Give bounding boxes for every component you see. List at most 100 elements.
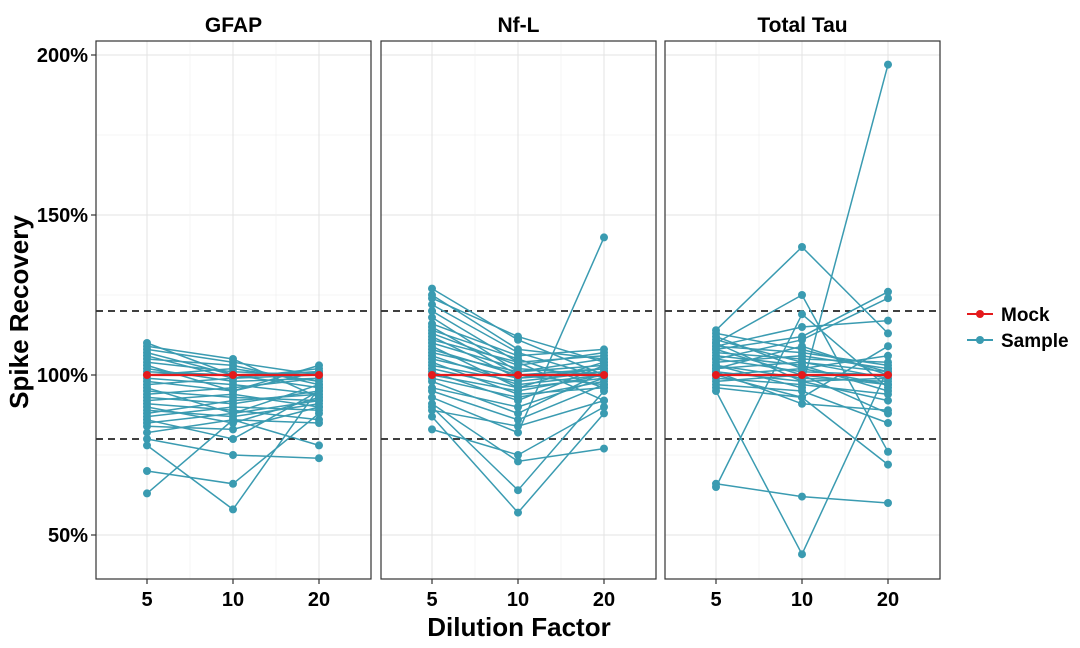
sample-point [514, 486, 522, 495]
sample-point [143, 435, 151, 443]
sample-point [712, 345, 720, 354]
sample-point [315, 454, 323, 463]
sample-point [514, 345, 522, 354]
mock-point [428, 371, 436, 379]
sample-point [798, 291, 806, 299]
sample-point [514, 396, 522, 405]
sample-point [315, 403, 323, 411]
sample-point [798, 358, 806, 367]
series-layer [143, 60, 892, 559]
sample-point [143, 467, 151, 475]
sample-point [229, 399, 237, 408]
sample-point [428, 291, 436, 299]
sample-point [229, 409, 237, 418]
sample-point [884, 351, 892, 360]
axes: 5 10 20 5 10 20 5 10 20 50% 100% 150% 200% [37, 45, 899, 611]
sample-point [884, 294, 892, 303]
mock-point [315, 371, 323, 379]
sample-point [884, 447, 892, 456]
legend-key-point [976, 336, 984, 344]
x-tick-label: 20 [877, 589, 899, 611]
x-tick-label: 10 [791, 589, 813, 611]
sample-point [884, 342, 892, 351]
sample-point [712, 479, 720, 488]
sample-point [229, 419, 237, 427]
sample-point [229, 425, 237, 434]
panel-title: Nf-L [498, 14, 540, 37]
sample-point [884, 316, 892, 325]
sample-point [798, 377, 806, 386]
sample-point [798, 335, 806, 344]
sample-point [884, 380, 892, 389]
sample-point [428, 393, 436, 402]
mock-point [712, 371, 720, 379]
sample-point [712, 355, 720, 363]
sample-point [798, 243, 806, 251]
sample-point [600, 383, 608, 392]
mock-point [143, 371, 151, 379]
sample-point [798, 492, 806, 501]
sample-point [514, 451, 522, 459]
sample-point [428, 425, 436, 434]
sample-point [884, 60, 892, 69]
sample-point [712, 326, 720, 335]
sample-point [798, 310, 806, 319]
sample-point [514, 383, 522, 392]
sample-point [315, 415, 323, 424]
mock-point [884, 371, 892, 379]
sample-point [600, 444, 608, 453]
sample-point [229, 355, 237, 363]
sample-point [514, 390, 522, 399]
legend: Mock Sample [967, 305, 1069, 352]
sample-point [798, 550, 806, 559]
sample-point [514, 457, 522, 466]
sample-point [143, 428, 151, 437]
x-tick-label: 20 [593, 589, 615, 611]
y-axis-title: Spike Recovery [4, 215, 34, 409]
sample-point [428, 319, 436, 328]
x-tick-label: 10 [507, 589, 529, 611]
x-axis-title: Dilution Factor [427, 612, 610, 642]
x-tick-label: 5 [141, 589, 152, 611]
sample-point [600, 233, 608, 242]
sample-point [600, 345, 608, 354]
sample-point [712, 364, 720, 373]
sample-point [229, 451, 237, 459]
mock-point [600, 371, 608, 379]
sample-point [884, 396, 892, 405]
y-tick-label: 200% [37, 45, 88, 67]
sample-point [315, 393, 323, 402]
sample-point [428, 313, 436, 322]
sample-point [798, 393, 806, 402]
x-tick-label: 5 [710, 589, 721, 611]
sample-point [600, 355, 608, 363]
sample-point [514, 415, 522, 424]
sample-point [884, 406, 892, 415]
panel-titles: GFAP Nf-L Total Tau [205, 14, 848, 37]
sample-point [514, 403, 522, 411]
sample-point [428, 399, 436, 408]
sample-point [514, 335, 522, 344]
y-tick-label: 50% [48, 525, 88, 547]
sample-point [884, 460, 892, 469]
panel-title: Total Tau [757, 14, 847, 37]
sample-point [428, 307, 436, 315]
sample-point [229, 435, 237, 443]
x-tick-label: 5 [426, 589, 437, 611]
sample-point [428, 300, 436, 309]
sample-point [884, 287, 892, 296]
sample-point [514, 422, 522, 431]
sample-point [143, 489, 151, 498]
sample-point [229, 393, 237, 402]
sample-point [428, 383, 436, 392]
panel-title: GFAP [205, 14, 262, 37]
sample-point [600, 403, 608, 411]
sample-point [229, 479, 237, 488]
sample-point [143, 339, 151, 347]
sample-point [229, 387, 237, 395]
sample-point [514, 508, 522, 517]
sample-point [884, 387, 892, 395]
sample-point [798, 364, 806, 373]
sample-point [884, 329, 892, 338]
sample-point [428, 284, 436, 293]
